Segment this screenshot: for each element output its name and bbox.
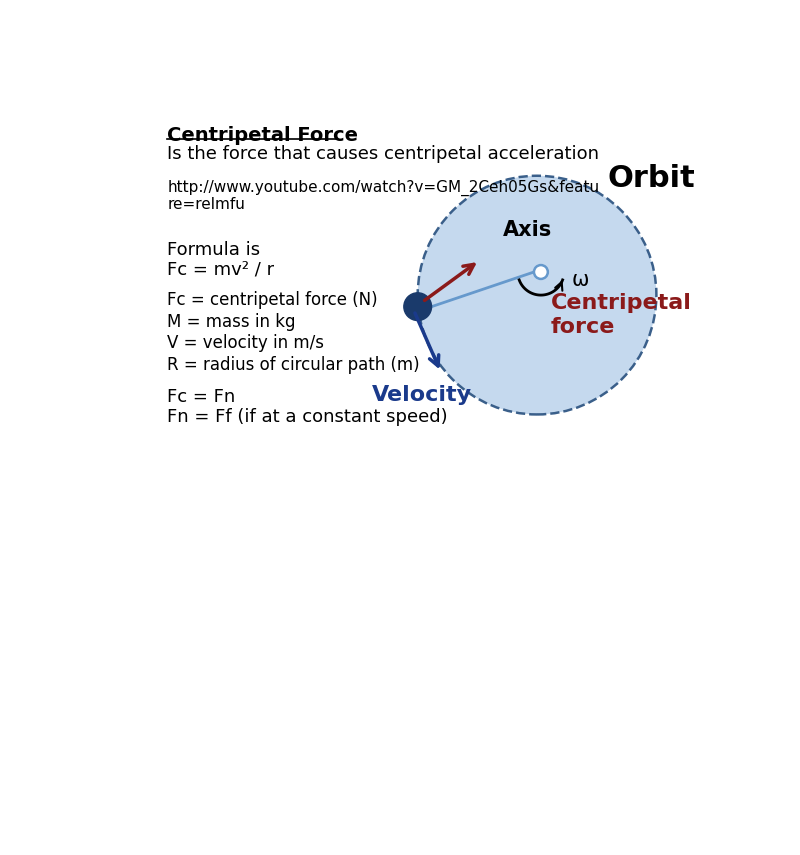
Text: Formula is: Formula is — [167, 241, 261, 259]
Circle shape — [404, 292, 431, 321]
Text: ω: ω — [572, 269, 589, 290]
Text: Centripetal: Centripetal — [551, 292, 692, 313]
Text: V = velocity in m/s: V = velocity in m/s — [167, 334, 325, 352]
Text: Is the force that causes centripetal acceleration: Is the force that causes centripetal acc… — [167, 145, 599, 163]
Text: R = radius of circular path (m): R = radius of circular path (m) — [167, 356, 420, 374]
Circle shape — [418, 176, 656, 415]
Text: Fc = mv² / r: Fc = mv² / r — [167, 261, 274, 279]
Text: Orbit: Orbit — [607, 164, 695, 193]
Circle shape — [534, 265, 548, 279]
Text: Velocity: Velocity — [371, 386, 472, 405]
Text: force: force — [551, 317, 615, 338]
Text: re=relmfu: re=relmfu — [167, 197, 246, 211]
Text: Axis: Axis — [502, 220, 552, 239]
Text: Centripetal Force: Centripetal Force — [167, 126, 358, 144]
Text: http://www.youtube.com/watch?v=GM_2Ceh05Gs&featu: http://www.youtube.com/watch?v=GM_2Ceh05… — [167, 180, 599, 196]
Text: Fn = Ff (if at a constant speed): Fn = Ff (if at a constant speed) — [167, 409, 448, 427]
Text: M = mass in kg: M = mass in kg — [167, 313, 296, 331]
Text: Fc = centripetal force (N): Fc = centripetal force (N) — [167, 292, 378, 310]
Text: Fc = Fn: Fc = Fn — [167, 387, 236, 405]
